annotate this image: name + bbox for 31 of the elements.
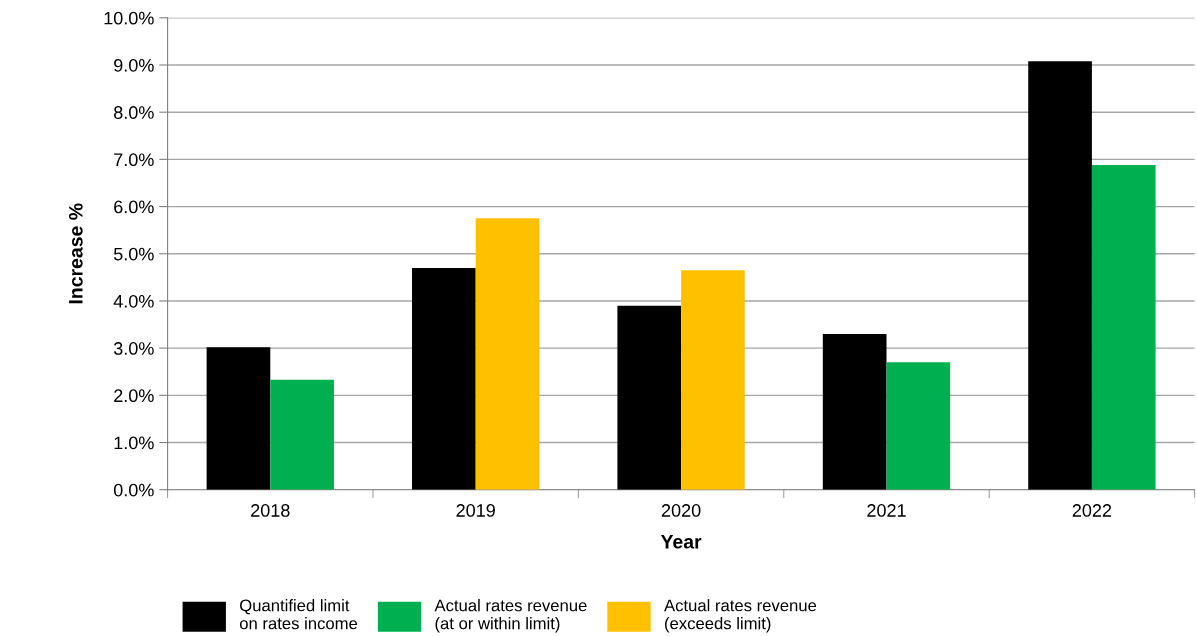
y-tick-label: 3.0% xyxy=(113,342,154,355)
legend-label: Quantified limit on rates income xyxy=(239,599,358,630)
x-axis-title: Year xyxy=(660,535,702,549)
y-tick-label: 0.0% xyxy=(113,483,154,497)
bar xyxy=(270,379,334,490)
bar xyxy=(886,362,951,490)
y-tick-label: 9.0% xyxy=(114,58,154,72)
bar xyxy=(681,270,745,490)
y-tick-label: 6.0% xyxy=(114,200,154,214)
y-tick-label: 5.0% xyxy=(113,247,154,261)
x-tick-label: 2018 xyxy=(251,504,290,517)
legend-label: Actual rates revenue (exceeds limit) xyxy=(664,599,817,633)
y-tick-label: 1.0% xyxy=(114,436,154,450)
bar xyxy=(412,267,476,490)
y-axis-title: Increase % xyxy=(68,203,83,304)
y-tick-label: 8.0% xyxy=(114,106,154,119)
bar xyxy=(822,333,887,490)
y-tick-label: 4.0% xyxy=(113,294,154,308)
x-tick-label: 2022 xyxy=(1072,504,1112,517)
bar xyxy=(1091,165,1156,490)
y-tick-label: 2.0% xyxy=(114,389,154,403)
y-tick-label: 7.0% xyxy=(114,153,154,167)
legend-label: Actual rates revenue (at or within limit) xyxy=(434,599,587,633)
bar xyxy=(206,347,271,490)
x-tick-label: 2021 xyxy=(867,504,906,517)
bar xyxy=(475,218,540,490)
x-tick-label: 2019 xyxy=(456,504,495,517)
x-tick-label: 2020 xyxy=(661,504,701,517)
y-tick-label: 10.0% xyxy=(104,11,154,25)
bar xyxy=(617,305,682,490)
bar xyxy=(1028,61,1092,490)
